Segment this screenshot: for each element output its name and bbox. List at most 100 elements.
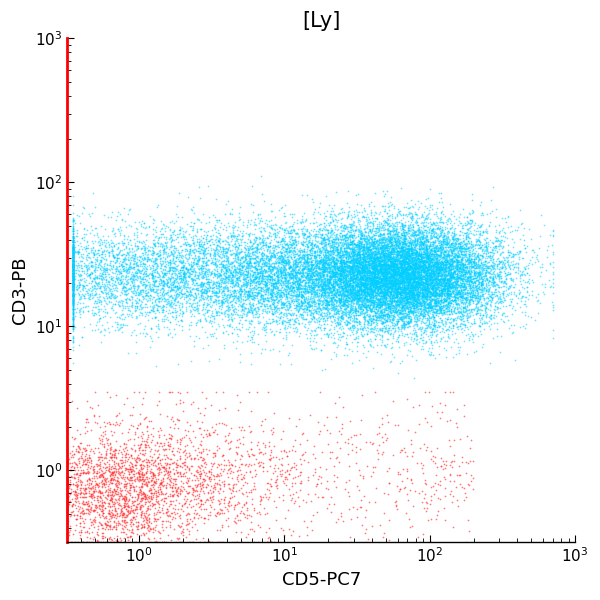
Point (375, 273, 385, 283)
Point (160, 493, 170, 502)
Point (346, 211, 356, 220)
Point (70, 458, 80, 468)
Point (379, 307, 389, 316)
Point (212, 254, 222, 263)
Point (317, 277, 327, 286)
Point (337, 271, 347, 281)
Point (320, 292, 330, 301)
Point (327, 238, 337, 248)
Point (79, 485, 89, 494)
Point (501, 270, 511, 280)
Point (461, 292, 470, 302)
Point (359, 259, 368, 269)
Point (341, 235, 351, 245)
Point (430, 305, 440, 314)
Point (274, 269, 284, 279)
Point (395, 245, 404, 254)
Point (78, 249, 88, 259)
Point (332, 267, 342, 277)
Point (68, 258, 77, 268)
Point (242, 291, 251, 301)
Point (243, 272, 253, 281)
Point (229, 305, 238, 314)
Point (388, 315, 397, 325)
Point (412, 319, 421, 329)
Point (275, 325, 284, 334)
Point (467, 285, 476, 295)
Point (295, 274, 305, 284)
Point (340, 281, 349, 290)
Point (269, 262, 278, 271)
Point (337, 239, 346, 248)
Point (347, 263, 356, 273)
Point (454, 288, 463, 298)
Point (331, 259, 341, 268)
Point (392, 310, 402, 319)
Point (164, 268, 174, 278)
Point (386, 278, 395, 287)
Point (299, 250, 309, 260)
Point (371, 280, 381, 289)
Point (263, 479, 272, 488)
Point (450, 253, 460, 262)
Point (175, 298, 185, 308)
Point (488, 242, 498, 251)
Point (297, 301, 307, 311)
Point (199, 248, 209, 258)
Point (446, 269, 455, 279)
Point (358, 250, 368, 259)
Point (233, 537, 242, 547)
Point (338, 222, 348, 232)
Point (111, 263, 121, 273)
Point (62, 458, 72, 468)
Point (70, 218, 80, 227)
Point (446, 263, 456, 272)
Point (389, 283, 398, 293)
Point (179, 468, 189, 478)
Point (334, 318, 343, 328)
Point (427, 288, 437, 298)
Point (302, 232, 312, 242)
Point (470, 290, 480, 299)
Point (365, 295, 374, 305)
Point (68, 250, 77, 260)
Point (316, 272, 325, 282)
Point (436, 237, 445, 247)
Point (382, 253, 392, 263)
Point (327, 212, 337, 221)
Point (279, 225, 289, 235)
Point (466, 258, 476, 268)
Point (62, 421, 72, 430)
Point (264, 262, 274, 271)
Point (139, 260, 148, 269)
Point (430, 244, 439, 253)
Point (412, 289, 421, 298)
Point (418, 211, 427, 221)
Point (358, 277, 368, 287)
Point (497, 310, 506, 320)
Point (188, 484, 197, 493)
Point (380, 291, 390, 301)
Point (446, 216, 455, 226)
Point (401, 252, 410, 262)
Point (299, 230, 309, 239)
Point (352, 222, 361, 232)
Point (382, 301, 392, 310)
Point (188, 489, 197, 499)
Point (280, 285, 289, 295)
Point (515, 266, 524, 276)
Point (320, 277, 329, 286)
Point (67, 501, 77, 511)
Point (473, 302, 483, 312)
Point (400, 288, 410, 298)
Point (365, 289, 374, 299)
Point (380, 279, 390, 289)
Point (89, 250, 98, 260)
Point (274, 254, 284, 263)
Point (418, 278, 428, 288)
Point (323, 297, 333, 307)
Point (292, 262, 301, 271)
Point (68, 236, 77, 245)
Point (218, 537, 228, 547)
Point (188, 236, 198, 245)
